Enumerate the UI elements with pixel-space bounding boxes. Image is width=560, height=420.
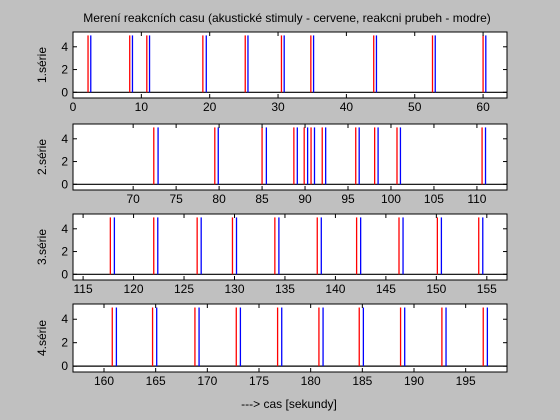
y-tick-label: 4 bbox=[61, 222, 68, 236]
subplot-4: 160 165 170 175 180 185 190 195 0 2 4 4.série bbox=[35, 303, 508, 388]
x-tick-label: 90 bbox=[298, 192, 312, 206]
x-tick-label: 30 bbox=[271, 100, 285, 114]
x-tick-label: 130 bbox=[224, 282, 244, 296]
y-tick-label: 4 bbox=[61, 312, 68, 326]
x-tick-label: 40 bbox=[340, 100, 354, 114]
x-tick-label: 125 bbox=[174, 282, 194, 296]
y-axis-label: 2.série bbox=[35, 139, 49, 175]
x-tick-label: 115 bbox=[74, 282, 93, 296]
x-tick-label: 110 bbox=[467, 192, 486, 206]
plot-area bbox=[72, 213, 508, 281]
figure-title: Merení reakcních casu (akustické stimuly… bbox=[83, 11, 491, 25]
x-tick-label: 10 bbox=[135, 100, 149, 114]
x-tick-label: 150 bbox=[426, 282, 446, 296]
x-tick-label: 145 bbox=[376, 282, 396, 296]
x-tick-label: 0 bbox=[70, 100, 77, 114]
x-tick-label: 75 bbox=[169, 192, 183, 206]
x-tick-label: 100 bbox=[381, 192, 401, 206]
x-axis-label: ---> cas [sekundy] bbox=[241, 397, 337, 411]
x-tick-label: 135 bbox=[275, 282, 295, 296]
plot-area bbox=[72, 31, 508, 99]
y-tick-label: 2 bbox=[61, 336, 68, 350]
y-tick-label: 4 bbox=[61, 132, 68, 146]
x-tick-label: 185 bbox=[352, 374, 372, 388]
x-tick-label: 140 bbox=[325, 282, 345, 296]
y-tick-label: 0 bbox=[61, 267, 68, 281]
x-tick-label: 70 bbox=[126, 192, 140, 206]
y-tick-label: 2 bbox=[61, 63, 68, 77]
x-tick-label: 195 bbox=[456, 374, 476, 388]
plot-area bbox=[72, 303, 508, 373]
y-axis-label: 1.série bbox=[35, 47, 49, 83]
subplot-2: 70 75 80 85 90 95 100 105 110 0 2 4 2.série bbox=[35, 123, 508, 206]
subplot-3: 115 120 125 130 135 140 145 150 155 0 2 4 3.série bbox=[35, 213, 508, 296]
x-tick-label: 105 bbox=[424, 192, 444, 206]
x-tick-label: 95 bbox=[341, 192, 355, 206]
x-tick-label: 170 bbox=[197, 374, 217, 388]
plot-area bbox=[72, 123, 508, 191]
y-tick-label: 2 bbox=[61, 155, 68, 169]
y-tick-label: 0 bbox=[61, 177, 68, 191]
x-tick-label: 80 bbox=[212, 192, 226, 206]
subplot-1: 0 10 20 30 40 50 60 0 2 4 1.série bbox=[35, 31, 508, 114]
x-tick-label: 120 bbox=[124, 282, 144, 296]
x-tick-label: 60 bbox=[476, 100, 490, 114]
x-tick-label: 180 bbox=[301, 374, 321, 388]
y-tick-label: 4 bbox=[61, 40, 68, 54]
x-tick-label: 165 bbox=[146, 374, 166, 388]
y-tick-label: 0 bbox=[61, 85, 68, 99]
y-tick-label: 0 bbox=[61, 359, 68, 373]
y-axis-label: 4.série bbox=[35, 320, 49, 356]
x-tick-label: 85 bbox=[255, 192, 269, 206]
y-axis-label: 3.série bbox=[35, 229, 49, 265]
x-tick-label: 190 bbox=[404, 374, 424, 388]
x-tick-label: 175 bbox=[249, 374, 269, 388]
y-tick-label: 2 bbox=[61, 245, 68, 259]
x-tick-label: 50 bbox=[408, 100, 422, 114]
x-tick-label: 155 bbox=[477, 282, 497, 296]
x-tick-label: 160 bbox=[94, 374, 114, 388]
x-tick-label: 20 bbox=[203, 100, 217, 114]
